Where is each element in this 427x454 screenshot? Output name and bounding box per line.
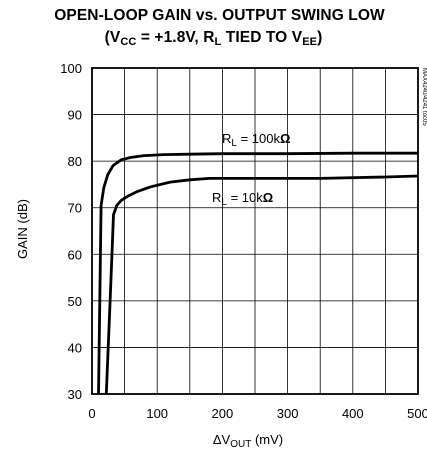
series-lines <box>97 151 419 395</box>
chart-title-line2: (VCC = +1.8V, RL TIED TO VEE) <box>0 29 427 48</box>
series-line-100k <box>97 151 418 395</box>
title-rl-subscript: L <box>214 36 222 48</box>
y-axis-label: GAIN (dB) <box>15 199 30 259</box>
y-tick-label: 70 <box>68 201 82 216</box>
y-tick-label: 60 <box>68 247 82 262</box>
x-tick-label: 0 <box>88 406 95 421</box>
series-label-10k: RL = 10kΩ <box>212 190 273 208</box>
x-tick-label: 400 <box>342 406 364 421</box>
x-tick-labels: 0 100 200 300 400 500 <box>88 406 427 421</box>
y-tick-label: 100 <box>60 61 82 76</box>
watermark: MAX4240/4241 toc05 <box>421 68 427 126</box>
x-tick-label: 100 <box>146 406 168 421</box>
y-tick-label: 90 <box>68 108 82 123</box>
x-tick-label: 300 <box>277 406 299 421</box>
series-line-10k <box>104 174 419 395</box>
y-tick-label: 80 <box>68 154 82 169</box>
chart-title-line1: OPEN-LOOP GAIN vs. OUTPUT SWING LOW <box>54 7 385 24</box>
y-tick-label: 50 <box>68 294 82 309</box>
title-open: (V <box>104 29 121 46</box>
title-vee-subscript: EE <box>302 36 318 48</box>
title-close: ) <box>317 29 323 46</box>
series-label-100k: RL = 100kΩ <box>222 131 290 149</box>
x-tick-label: 500 <box>407 406 427 421</box>
y-tick-label: 40 <box>68 340 82 355</box>
title-vcc-subscript: CC <box>120 36 137 48</box>
title-tail: TIED TO V <box>221 29 303 46</box>
title-mid: = +1.8V, R <box>136 29 215 46</box>
y-tick-label: 30 <box>68 387 82 402</box>
x-tick-label: 200 <box>212 406 234 421</box>
plot-frame <box>91 67 419 395</box>
plot-border <box>91 67 419 395</box>
x-axis-label: ΔVOUT (mV) <box>213 432 283 450</box>
y-tick-labels: 30 40 50 60 70 80 90 100 <box>60 61 82 402</box>
grid <box>92 68 418 394</box>
